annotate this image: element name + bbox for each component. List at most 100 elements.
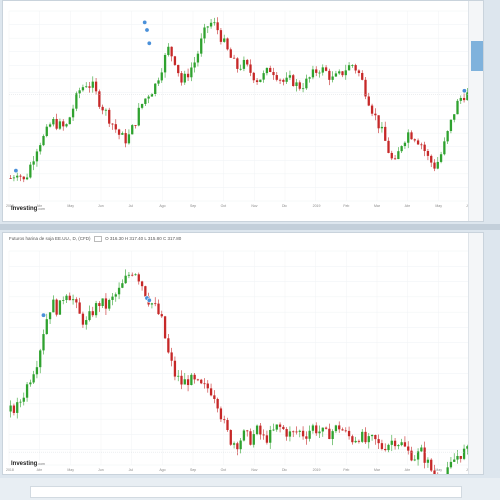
- candle-body: [16, 402, 19, 413]
- candle-body: [318, 431, 321, 434]
- candle-body: [278, 424, 282, 427]
- x-tick-label: Nov: [251, 468, 257, 472]
- candle-body: [416, 451, 420, 460]
- candle-body: [246, 430, 249, 432]
- candle-body: [288, 75, 292, 78]
- candle-body: [81, 87, 85, 91]
- candle-body: [203, 27, 206, 39]
- candle-body: [150, 303, 154, 305]
- candle-body: [413, 459, 416, 461]
- chart-legend: Futuros harina de soja EE.UU., D, (CFD) …: [9, 236, 181, 242]
- candle-body: [351, 436, 354, 443]
- candle-body: [55, 118, 58, 129]
- candle-body: [295, 82, 298, 86]
- candle-body: [75, 93, 78, 109]
- x-tick-label: Feb: [343, 204, 349, 208]
- candle-body: [124, 133, 127, 144]
- candle-body: [48, 312, 52, 320]
- candle-body: [374, 113, 377, 116]
- x-tick-label: Jun: [98, 204, 104, 208]
- candle-body: [137, 274, 140, 282]
- scroll-indicator[interactable]: [471, 41, 483, 71]
- candle-body: [334, 73, 338, 77]
- price-axis-strip: [468, 233, 483, 474]
- candle-body: [436, 161, 439, 169]
- candle-body: [249, 431, 252, 445]
- candle-body: [430, 459, 433, 471]
- candle-body: [216, 398, 219, 409]
- candle-body: [29, 382, 32, 385]
- candle-body: [134, 274, 137, 276]
- x-tick-label: 2019: [313, 204, 321, 208]
- candle-body: [370, 435, 374, 437]
- candle-body: [462, 97, 466, 101]
- candle-body: [292, 431, 295, 433]
- candle-body: [324, 427, 328, 429]
- candle-body: [88, 311, 91, 321]
- event-marker: [144, 27, 150, 33]
- candle-body: [443, 141, 446, 155]
- candle-body: [278, 79, 282, 81]
- candle-body: [45, 126, 48, 136]
- candle-body: [42, 135, 45, 146]
- candle-body: [39, 145, 42, 152]
- candle-body: [206, 26, 209, 28]
- candle-body: [318, 72, 321, 74]
- candle-body: [269, 429, 272, 443]
- candle-body: [354, 440, 357, 443]
- candle-body: [252, 72, 255, 81]
- candle-body: [58, 300, 62, 315]
- candle-body: [357, 70, 361, 73]
- candle-body: [42, 334, 45, 351]
- candle-body: [209, 22, 213, 27]
- event-marker: [461, 88, 467, 94]
- candle-body: [22, 397, 25, 402]
- footer-scrollbar[interactable]: [30, 486, 462, 498]
- x-tick-label: Nov: [251, 204, 257, 208]
- candle-body: [433, 470, 436, 474]
- candle-body: [459, 455, 462, 459]
- x-tick-label: Oct: [221, 204, 226, 208]
- candle-body: [62, 121, 65, 127]
- candle-body: [384, 448, 387, 451]
- candle-body: [239, 440, 242, 450]
- candle-body: [167, 338, 170, 353]
- candle-body: [282, 426, 285, 430]
- price-chart-bottom[interactable]: 2018 Abr May Jun Jul Ago Sep Oct Nov Dic 2019 Feb Ma…: [3, 233, 484, 475]
- candle-body: [127, 134, 131, 144]
- candle-body: [380, 443, 384, 449]
- candle-body: [315, 69, 318, 73]
- candle-body: [124, 275, 127, 284]
- candle-body: [150, 94, 154, 97]
- candle-body: [407, 132, 410, 143]
- candle-body: [101, 106, 104, 111]
- candle-body: [48, 124, 52, 127]
- candle-body: [466, 446, 469, 449]
- ohlc-values: O 316.30 H 317.40 L 315.80 C 317.80: [105, 236, 182, 242]
- x-tick-label: Ago: [159, 204, 165, 208]
- candle-body: [186, 379, 190, 386]
- price-chart-top[interactable]: 2018 Abr May Jun Jul Ago Sep Oct Nov Dic 2019 Feb Ma…: [3, 1, 484, 222]
- candle-body: [426, 459, 430, 463]
- candle-body: [226, 420, 229, 431]
- candle-body: [311, 69, 315, 78]
- chart-divider[interactable]: [0, 224, 500, 230]
- candle-body: [177, 64, 180, 74]
- candle-body: [104, 298, 108, 309]
- candle-body: [65, 295, 68, 301]
- candle-body: [351, 65, 354, 66]
- candle-body: [223, 38, 226, 42]
- candle-body: [29, 164, 32, 178]
- candle-body: [232, 57, 236, 59]
- x-tick-label: May: [435, 468, 442, 472]
- candle-body: [242, 430, 246, 441]
- candle-body: [439, 154, 443, 162]
- candle-body: [71, 299, 75, 301]
- candle-body: [45, 319, 48, 335]
- candle-body: [344, 430, 347, 432]
- candle-body: [407, 446, 410, 451]
- candle-body: [117, 129, 121, 135]
- candle-body: [232, 443, 236, 445]
- candle-body: [78, 90, 81, 94]
- candle-body: [275, 424, 278, 430]
